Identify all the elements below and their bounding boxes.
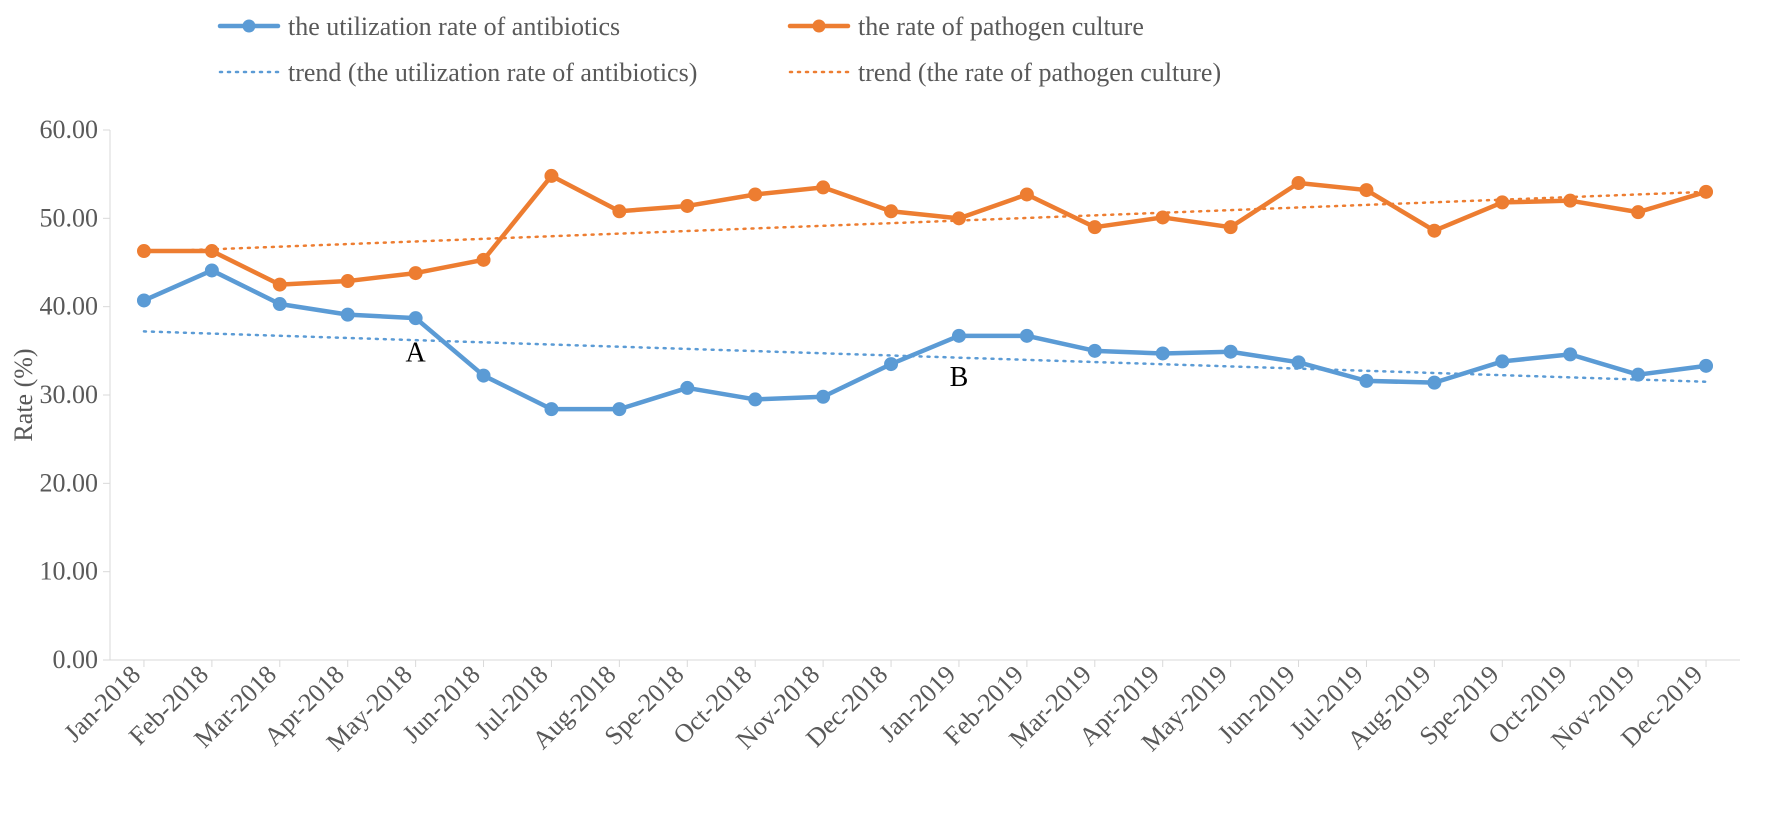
annotation-A: A: [406, 337, 427, 368]
series-marker-pathogen: [817, 181, 830, 194]
series-marker-pathogen: [477, 253, 490, 266]
series-marker-antibiotics: [885, 358, 898, 371]
series-marker-antibiotics: [1632, 368, 1645, 381]
series-marker-antibiotics: [1564, 348, 1577, 361]
legend-label: trend (the rate of pathogen culture): [858, 58, 1221, 87]
series-marker-antibiotics: [1020, 329, 1033, 342]
series-marker-antibiotics: [341, 308, 354, 321]
series-marker-antibiotics: [1496, 355, 1509, 368]
series-marker-pathogen: [952, 212, 965, 225]
series-marker-antibiotics: [205, 264, 218, 277]
series-marker-pathogen: [1428, 224, 1441, 237]
series-marker-pathogen: [545, 169, 558, 182]
series-marker-antibiotics: [952, 329, 965, 342]
legend-label: trend (the utilization rate of antibioti…: [288, 58, 697, 87]
series-marker-pathogen: [1156, 211, 1169, 224]
series-marker-pathogen: [1292, 177, 1305, 190]
chart-container: 0.00 10.00 20.00 30.00 40.00 50.00 60.00 Rate (…: [0, 0, 1770, 821]
series-marker-pathogen: [749, 188, 762, 201]
series-marker-pathogen: [409, 267, 422, 280]
y-tick-label: 10.00: [40, 557, 99, 586]
series-marker-antibiotics: [1700, 359, 1713, 372]
series-marker-antibiotics: [477, 369, 490, 382]
legend-label: the utilization rate of antibiotics: [288, 12, 620, 41]
series-marker-pathogen: [1088, 221, 1101, 234]
series-marker-pathogen: [341, 275, 354, 288]
series-marker-antibiotics: [137, 294, 150, 307]
y-tick-label: 60.00: [40, 115, 99, 144]
series-marker-antibiotics: [1292, 356, 1305, 369]
series-marker-pathogen: [885, 205, 898, 218]
series-marker-pathogen: [137, 245, 150, 258]
y-tick-label: 20.00: [40, 468, 99, 497]
series-marker-antibiotics: [1156, 347, 1169, 360]
series-marker-pathogen: [1700, 185, 1713, 198]
annotation-B: B: [950, 362, 969, 393]
y-tick-label: 50.00: [40, 203, 99, 232]
series-marker-pathogen: [613, 205, 626, 218]
y-axis-title: Rate (%): [9, 348, 38, 441]
series-marker-pathogen: [1020, 188, 1033, 201]
series-marker-antibiotics: [1428, 376, 1441, 389]
series-marker-antibiotics: [1360, 374, 1373, 387]
series-marker-antibiotics: [681, 381, 694, 394]
series-marker-antibiotics: [1224, 345, 1237, 358]
series-marker-antibiotics: [545, 403, 558, 416]
y-tick-label: 40.00: [40, 292, 99, 321]
series-marker-pathogen: [1632, 206, 1645, 219]
series-marker-pathogen: [681, 199, 694, 212]
legend-item: trend (the utilization rate of antibioti…: [220, 58, 697, 87]
series-marker-pathogen: [1360, 184, 1373, 197]
y-tick-label: 30.00: [40, 380, 99, 409]
series-marker-pathogen: [273, 278, 286, 291]
series-marker-antibiotics: [273, 298, 286, 311]
series-marker-pathogen: [1224, 221, 1237, 234]
legend-label: the rate of pathogen culture: [858, 12, 1144, 41]
line-chart: 0.00 10.00 20.00 30.00 40.00 50.00 60.00 Rate (…: [0, 0, 1770, 821]
series-marker-antibiotics: [1088, 344, 1101, 357]
series-marker-pathogen: [1496, 196, 1509, 209]
series-marker-pathogen: [1564, 194, 1577, 207]
y-tick-label: 0.00: [53, 645, 99, 674]
series-marker-pathogen: [205, 245, 218, 258]
series-marker-antibiotics: [749, 393, 762, 406]
series-marker-antibiotics: [817, 390, 830, 403]
series-marker-antibiotics: [613, 403, 626, 416]
series-marker-antibiotics: [409, 312, 422, 325]
